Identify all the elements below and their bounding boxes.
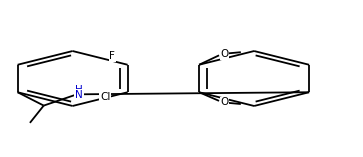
Text: F: F <box>109 51 115 61</box>
Text: H: H <box>75 85 83 95</box>
Text: Cl: Cl <box>100 92 110 102</box>
Text: N: N <box>75 90 83 100</box>
Text: O: O <box>220 97 229 107</box>
Text: O: O <box>220 49 229 59</box>
